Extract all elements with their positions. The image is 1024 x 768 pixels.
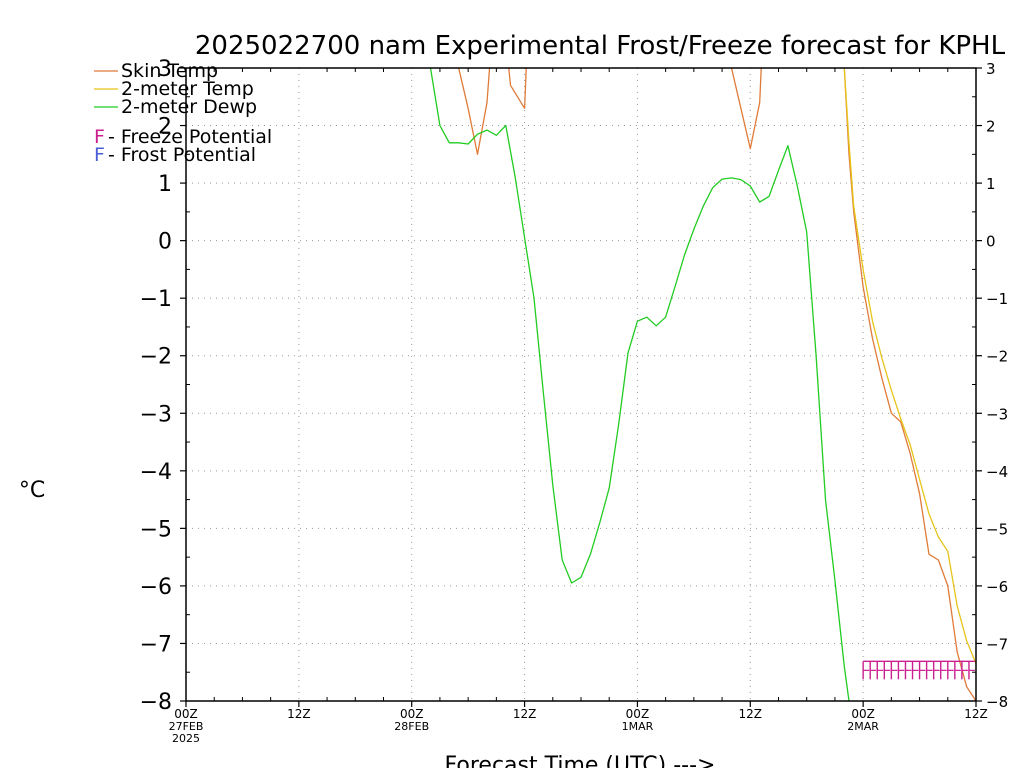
y-tick-label-right: −6 (986, 578, 1008, 596)
plot-frame (185, 67, 977, 702)
series-line-skin (730, 68, 762, 150)
x-tick-label: 00Z (174, 707, 198, 721)
series-line-skin (458, 68, 491, 155)
y-tick-label-left: −7 (140, 632, 172, 657)
y-tick-label-right: −1 (986, 290, 1008, 308)
y-tick-label-right: 0 (986, 233, 996, 251)
legend-label-t2m: 2-meter Temp (121, 78, 254, 100)
y-tick-label-right: −3 (986, 405, 1008, 423)
x-tick-label: 12Z (739, 707, 763, 721)
x-tick-label: 12Z (287, 707, 311, 721)
y-tick-label-left: −3 (140, 402, 172, 427)
grid-lines (186, 68, 976, 701)
y-tick-label-right: 1 (986, 175, 996, 193)
series-line-skin (508, 68, 527, 109)
x-tick-label: 00Z (400, 707, 424, 721)
x-tick-label: 27FEB (169, 720, 204, 733)
x-tick-label: 1MAR (622, 720, 654, 733)
y-tick-label-left: 3 (158, 57, 172, 82)
y-tick-label-right: −8 (986, 693, 1008, 711)
y-tick-label-left: −2 (140, 345, 172, 370)
y-tick-label-left: −8 (140, 690, 172, 715)
series-line-skin (843, 68, 976, 701)
y-axis-label: °C (19, 478, 45, 503)
y-tick-label-right: 2 (986, 118, 996, 136)
y-tick-label-left: 2 (158, 115, 172, 140)
x-axis-label: Forecast Time (UTC) ---> (445, 753, 716, 768)
x-tick-label: 00Z (851, 707, 875, 721)
chart-title: 2025022700 nam Experimental Frost/Freeze… (195, 31, 1006, 61)
legend-label-skin: Skin Temp (121, 60, 218, 82)
series-line-td2m (429, 68, 850, 701)
axis-ticks: −8 −8 −7 −7 −6 −6 −5 −5 −4 −4 −3 −3 −2 −2 −1 −1 0 0 1 1 2 2 3 3… (140, 57, 1009, 745)
y-tick-label-left: −6 (140, 575, 172, 600)
y-tick-label-left: −5 (140, 517, 172, 542)
x-tick-label: 12Z (964, 707, 988, 721)
x-tick-label: 00Z (626, 707, 650, 721)
freeze-markers (862, 660, 975, 680)
y-tick-label-left: 1 (158, 172, 172, 197)
y-tick-label-right: −4 (986, 463, 1008, 481)
series-lines (429, 68, 976, 701)
x-tick-label: 2025 (172, 732, 200, 745)
legend-symbol: F (94, 144, 105, 166)
y-tick-label-right: −2 (986, 348, 1008, 366)
series-line-t2m (843, 68, 976, 664)
y-tick-label-left: −1 (140, 287, 172, 312)
legend-symbol: F (94, 126, 105, 148)
legend-marker-label: - Freeze Potential (108, 126, 272, 148)
legend-marker-label: - Frost Potential (108, 144, 256, 166)
y-tick-label-right: −7 (986, 635, 1008, 653)
y-tick-label-right: 3 (986, 60, 996, 78)
x-tick-label: 12Z (513, 707, 537, 721)
x-tick-label: 2MAR (847, 720, 879, 733)
y-tick-label-right: −5 (986, 520, 1008, 538)
y-tick-label-left: 0 (158, 230, 172, 255)
x-tick-label: 28FEB (394, 720, 429, 733)
legend-label-td2m: 2-meter Dewp (121, 96, 257, 118)
y-tick-label-left: −4 (140, 460, 172, 485)
